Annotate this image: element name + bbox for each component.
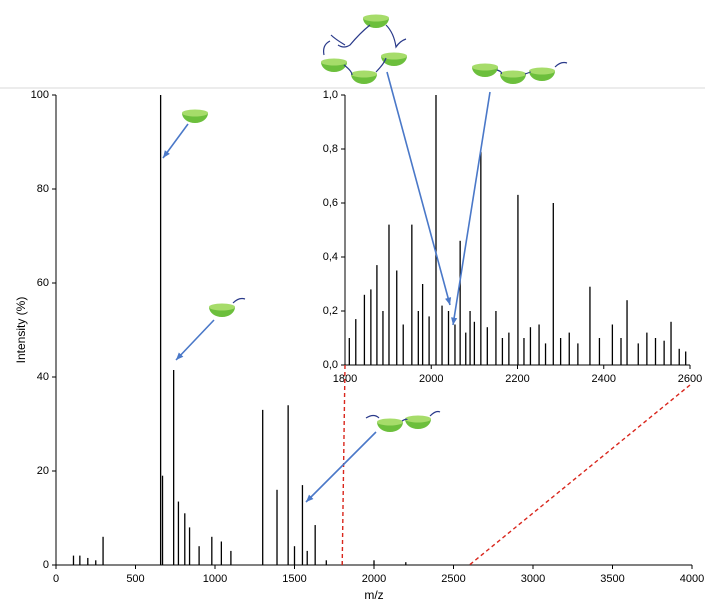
arrow: [452, 91, 491, 326]
glycan-icon: [209, 303, 235, 317]
y-tick-label: 80: [37, 183, 49, 195]
glycan-icon: [377, 418, 403, 432]
glycan-icon: [405, 415, 431, 429]
glycan-icon: [321, 58, 347, 72]
x-tick-label: 3000: [521, 573, 545, 585]
x-tick-label: 2000: [362, 573, 386, 585]
x-tick-label: 2200: [505, 373, 529, 385]
y-tick-label: 0,8: [323, 143, 338, 155]
glycan-icon: [363, 14, 389, 28]
glycan-icon: [351, 70, 377, 84]
x-tick-label: 2600: [678, 373, 702, 385]
zoom-connector: [468, 384, 691, 566]
x-tick-label: 1500: [282, 573, 306, 585]
y-tick-label: 100: [31, 89, 49, 101]
y-tick-label: 20: [37, 465, 49, 477]
arrow-head: [163, 150, 170, 158]
x-axis-label: m/z: [364, 588, 383, 601]
chain: [496, 61, 568, 75]
glycan-icon: [529, 67, 555, 81]
chain: [365, 410, 441, 422]
x-tick-label: 0: [53, 573, 59, 585]
y-axis-label: Intensity (%): [14, 297, 28, 364]
annotations: [162, 14, 568, 503]
x-tick-label: 2500: [441, 573, 465, 585]
glycan-icon: [500, 70, 526, 84]
arrow-head: [445, 297, 452, 305]
y-tick-label: 0,6: [323, 197, 338, 209]
y-tick-label: 1,0: [323, 89, 338, 101]
arrow: [305, 431, 377, 503]
chain: [232, 297, 246, 304]
arrow-head: [306, 494, 314, 502]
x-tick-label: 3500: [600, 573, 624, 585]
x-tick-label: 4000: [680, 573, 704, 585]
y-tick-label: 0: [43, 559, 49, 571]
arrow-head: [176, 352, 184, 360]
x-tick-label: 1000: [203, 573, 227, 585]
y-tick-label: 60: [37, 277, 49, 289]
y-tick-label: 0,2: [323, 305, 338, 317]
arrow-head: [451, 317, 458, 325]
glycan-icon: [182, 109, 208, 123]
arrow: [175, 319, 215, 361]
y-tick-label: 40: [37, 371, 49, 383]
y-tick-label: 0,4: [323, 251, 338, 263]
glycan-icon: [472, 63, 498, 77]
chain: [323, 24, 407, 76]
x-tick-label: 2000: [419, 373, 443, 385]
y-tick-label: 0,0: [323, 359, 338, 371]
arrow: [386, 71, 451, 306]
x-tick-label: 1800: [333, 373, 357, 385]
x-tick-label: 500: [126, 573, 144, 585]
x-tick-label: 2400: [592, 373, 616, 385]
